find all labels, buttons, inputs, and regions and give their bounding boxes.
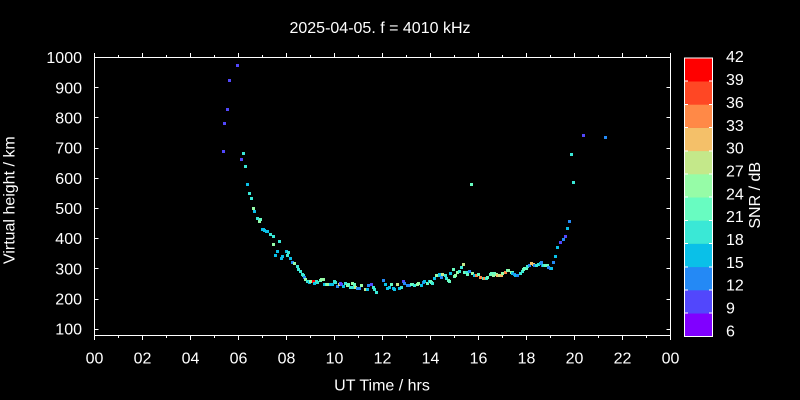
svg-text:21: 21 bbox=[726, 209, 744, 226]
svg-text:18: 18 bbox=[518, 351, 536, 368]
svg-text:800: 800 bbox=[55, 111, 82, 128]
svg-text:14: 14 bbox=[422, 351, 440, 368]
svg-text:18: 18 bbox=[726, 232, 744, 249]
svg-text:SNR / dB: SNR / dB bbox=[747, 162, 764, 229]
svg-text:2025-04-05. f = 4010 kHz: 2025-04-05. f = 4010 kHz bbox=[289, 20, 470, 37]
svg-text:27: 27 bbox=[726, 163, 744, 180]
svg-text:02: 02 bbox=[134, 351, 152, 368]
svg-text:16: 16 bbox=[470, 351, 488, 368]
svg-text:12: 12 bbox=[374, 351, 392, 368]
svg-text:15: 15 bbox=[726, 255, 744, 272]
svg-text:Virtual height / km: Virtual height / km bbox=[2, 136, 19, 264]
svg-text:300: 300 bbox=[55, 261, 82, 278]
svg-text:08: 08 bbox=[278, 351, 296, 368]
svg-text:9: 9 bbox=[726, 301, 735, 318]
svg-text:900: 900 bbox=[55, 80, 82, 97]
svg-text:30: 30 bbox=[726, 141, 744, 158]
svg-text:6: 6 bbox=[726, 323, 735, 340]
svg-text:400: 400 bbox=[55, 231, 82, 248]
svg-text:20: 20 bbox=[566, 351, 584, 368]
svg-text:22: 22 bbox=[614, 351, 632, 368]
svg-text:100: 100 bbox=[55, 322, 82, 339]
svg-text:10: 10 bbox=[326, 351, 344, 368]
svg-text:200: 200 bbox=[55, 292, 82, 309]
svg-text:1000: 1000 bbox=[46, 50, 82, 67]
svg-text:04: 04 bbox=[182, 351, 200, 368]
svg-text:12: 12 bbox=[726, 278, 744, 295]
svg-text:42: 42 bbox=[726, 49, 744, 66]
svg-text:33: 33 bbox=[726, 118, 744, 135]
svg-text:36: 36 bbox=[726, 95, 744, 112]
svg-text:24: 24 bbox=[726, 186, 744, 203]
svg-text:39: 39 bbox=[726, 72, 744, 89]
svg-text:UT Time / hrs: UT Time / hrs bbox=[334, 378, 430, 395]
svg-text:500: 500 bbox=[55, 201, 82, 218]
svg-text:700: 700 bbox=[55, 141, 82, 158]
svg-text:600: 600 bbox=[55, 171, 82, 188]
svg-text:06: 06 bbox=[230, 351, 248, 368]
svg-text:00: 00 bbox=[662, 351, 680, 368]
svg-text:00: 00 bbox=[86, 351, 104, 368]
